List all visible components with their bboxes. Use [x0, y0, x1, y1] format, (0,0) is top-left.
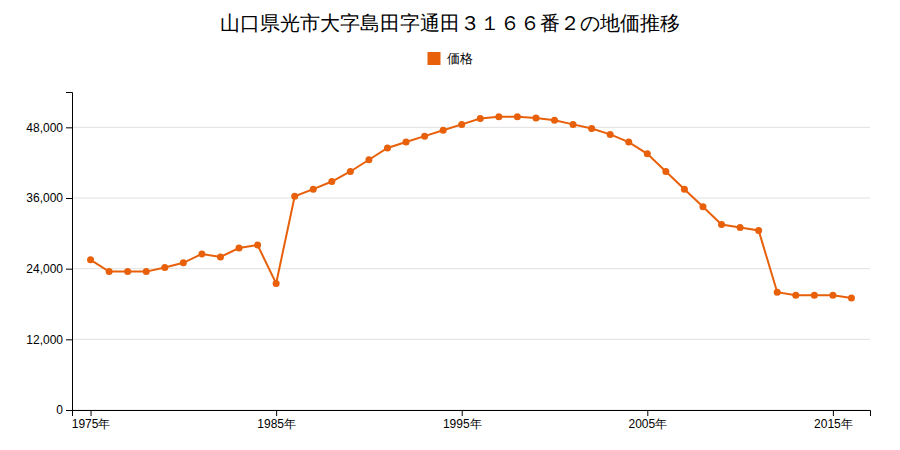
point	[532, 114, 539, 121]
point	[792, 292, 799, 299]
point	[310, 186, 317, 193]
grid-line	[72, 268, 870, 269]
legend-label: 価格	[447, 51, 473, 66]
point	[551, 117, 558, 124]
x-tick-mark	[276, 410, 277, 416]
point	[87, 256, 94, 263]
point	[848, 295, 855, 302]
point	[124, 268, 131, 275]
x-axis: 1975年 1985年 1995年 2005年 2015年	[72, 410, 871, 431]
x-tick-label: 1995年	[443, 417, 482, 431]
title: 山口県光市大字島田字通田３１６６番２の地価推移	[220, 11, 680, 35]
point	[403, 139, 410, 146]
y-tick-label: 36,000	[26, 191, 63, 205]
x-tick: 1975年	[72, 410, 111, 431]
grid-line	[72, 339, 870, 340]
x-tick-mark	[462, 410, 463, 416]
point	[254, 242, 261, 249]
y-tick-label: 24,000	[26, 262, 63, 276]
line	[91, 117, 852, 298]
markers	[87, 113, 855, 301]
point	[737, 224, 744, 231]
point	[384, 144, 391, 151]
x-tick-label: 1985年	[257, 417, 296, 431]
y-tick: 36,000	[26, 191, 72, 205]
point	[365, 156, 372, 163]
point	[570, 121, 577, 128]
x-tick: 2005年	[628, 410, 667, 431]
x-axis-line	[73, 411, 871, 417]
point	[607, 131, 614, 138]
legend: 価格	[428, 51, 473, 66]
point	[440, 127, 447, 134]
x-tick-mark	[91, 410, 92, 416]
point	[662, 168, 669, 175]
y-tick: 24,000	[26, 262, 72, 276]
point	[718, 221, 725, 228]
y-axis-line	[66, 93, 73, 411]
y-tick-mark	[66, 127, 72, 128]
x-tick: 2015年	[814, 410, 853, 431]
marks	[87, 113, 855, 301]
y-tick: 0	[56, 403, 72, 417]
y-tick-label: 12,000	[26, 333, 63, 347]
x-tick-label: 2015年	[814, 417, 853, 431]
point	[236, 245, 243, 252]
point	[180, 259, 187, 266]
grid-line	[72, 127, 870, 128]
point	[291, 193, 298, 200]
point	[217, 253, 224, 260]
y-tick-label: 0	[56, 403, 63, 417]
chart: 山口県光市大字島田字通田３１６６番２の地価推移 1975年 1985年 1995年 20…	[0, 0, 900, 450]
x-tick-mark	[833, 410, 834, 416]
point	[347, 168, 354, 175]
y-tick-mark	[66, 269, 72, 270]
y-tick: 12,000	[26, 333, 72, 347]
point	[161, 264, 168, 271]
point	[143, 268, 150, 275]
y-axis: 0 12,000 24,000 36,000 48,000	[26, 93, 72, 418]
plot: 1975年 1985年 1995年 2005年 2015年 0 12,000 24,000 36…	[26, 93, 870, 431]
y-tick: 48,000	[26, 121, 72, 135]
point	[811, 292, 818, 299]
x-tick-mark	[647, 410, 648, 416]
point	[829, 292, 836, 299]
legend-item: 価格	[428, 51, 473, 66]
x-tick-label: 2005年	[628, 417, 667, 431]
x-tick-label: 1975年	[72, 417, 111, 431]
point	[495, 113, 502, 120]
point	[644, 150, 651, 157]
point	[421, 133, 428, 140]
point	[106, 268, 113, 275]
x-tick: 1985年	[257, 410, 296, 431]
point	[625, 139, 632, 146]
point	[514, 113, 521, 120]
y-tick-mark	[66, 198, 72, 199]
y-tick-mark	[66, 339, 72, 340]
legend-swatch	[428, 52, 441, 65]
grid	[72, 127, 870, 410]
grid-line	[72, 198, 870, 199]
point	[198, 250, 205, 257]
y-tick-label: 48,000	[26, 121, 63, 135]
point	[328, 178, 335, 185]
point	[755, 227, 762, 234]
point	[681, 186, 688, 193]
point	[588, 125, 595, 132]
y-tick-mark	[66, 410, 72, 411]
x-tick: 1995年	[443, 410, 482, 431]
point	[477, 115, 484, 122]
point	[774, 289, 781, 296]
point	[458, 121, 465, 128]
point	[273, 280, 280, 287]
point	[699, 203, 706, 210]
